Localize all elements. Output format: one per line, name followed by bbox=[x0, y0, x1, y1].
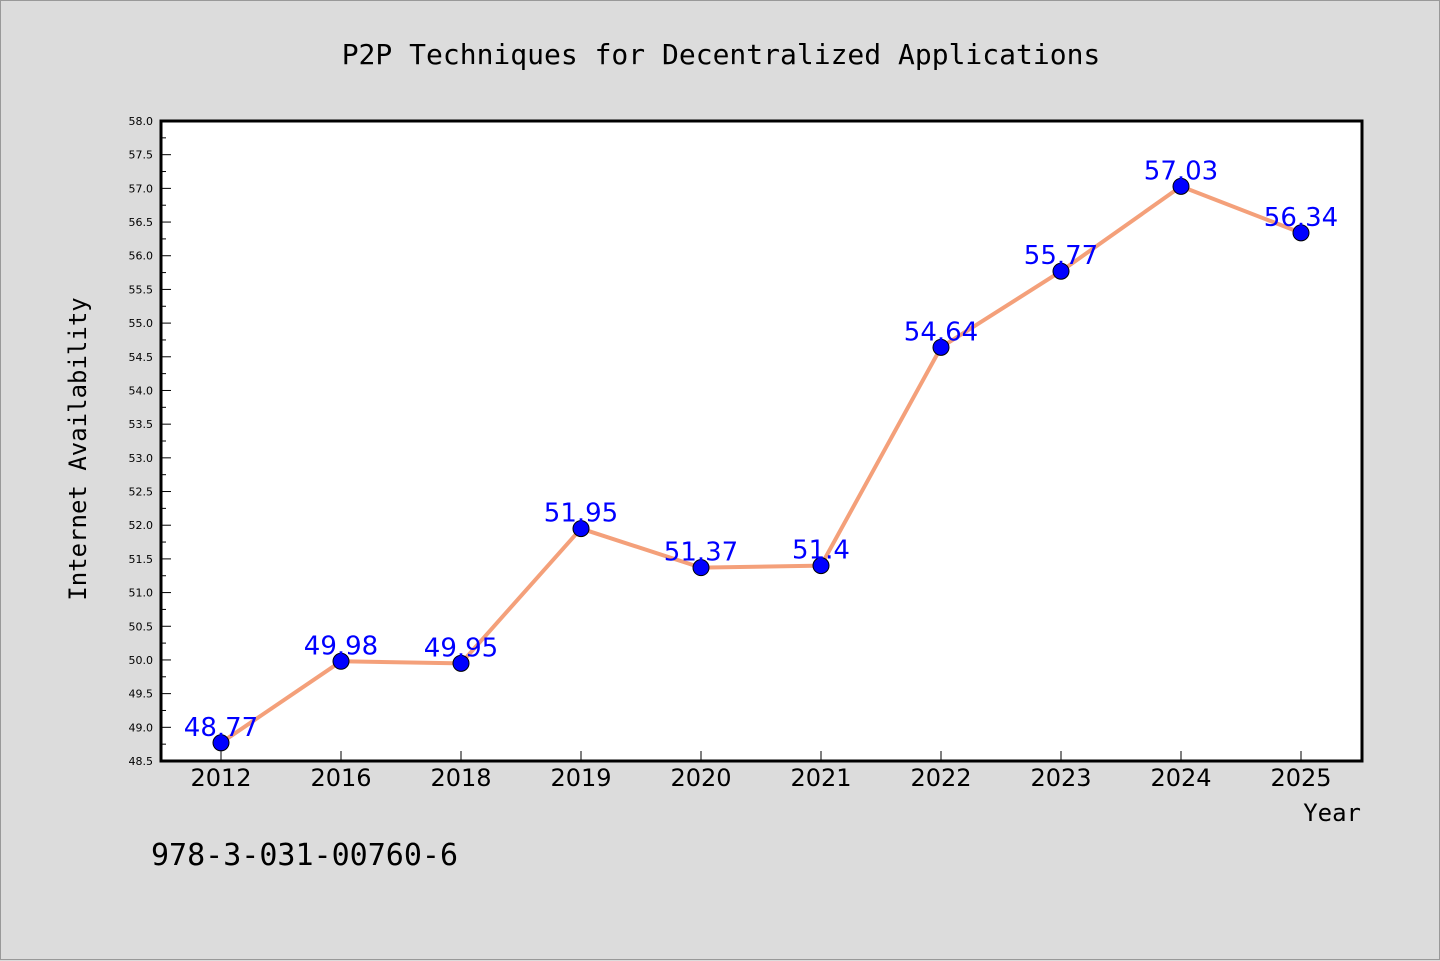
data-point-marker bbox=[1172, 177, 1190, 195]
plot-area bbox=[159, 119, 1364, 763]
data-point-marker bbox=[1052, 262, 1070, 280]
y-axis: 48.5 49.0 49.5 50.0 50.5 51.0 51.5 52.0 52.5 53.0… bbox=[129, 115, 171, 768]
y-tick-label: 49.0 bbox=[129, 721, 154, 734]
data-point-marker bbox=[1292, 224, 1310, 242]
x-axis: 2012 2016 2018 2019 2020 2021 2022 2023 2024 2025 bbox=[190, 751, 1332, 792]
chart-title: P2P Techniques for Decentralized Applica… bbox=[342, 38, 1101, 71]
data-value-label: 55.77 bbox=[1024, 241, 1098, 271]
y-tick-label: 51.0 bbox=[129, 587, 154, 600]
x-tick-label: 2012 bbox=[190, 764, 251, 792]
x-tick-label: 2022 bbox=[910, 764, 971, 792]
y-tick-label: 52.0 bbox=[129, 519, 154, 532]
data-point-marker bbox=[452, 654, 470, 672]
series-markers bbox=[212, 177, 1310, 752]
data-value-label: 56.34 bbox=[1264, 203, 1338, 233]
data-point-marker bbox=[692, 559, 710, 577]
y-tick-label: 55.0 bbox=[129, 317, 154, 330]
x-tick-label: 2024 bbox=[1150, 764, 1211, 792]
y-tick-label: 57.0 bbox=[129, 182, 154, 195]
footer-isbn: 978-3-031-00760-6 bbox=[151, 838, 458, 873]
data-labels: 48.77 49.98 49.95 51.95 51.37 51.4 54.64 55.77 5… bbox=[184, 156, 1338, 742]
y-tick-label: 50.0 bbox=[129, 654, 154, 667]
y-tick-label: 52.5 bbox=[129, 486, 154, 499]
x-tick-label: 2016 bbox=[310, 764, 371, 792]
x-tick-label: 2019 bbox=[550, 764, 611, 792]
y-tick-label: 54.0 bbox=[129, 384, 154, 397]
y-tick-label: 53.5 bbox=[129, 418, 154, 431]
x-tick-label: 2023 bbox=[1030, 764, 1091, 792]
data-value-label: 54.64 bbox=[904, 317, 978, 347]
y-tick-label: 56.0 bbox=[129, 250, 154, 263]
data-point-marker bbox=[332, 652, 350, 670]
x-axis-label: Year bbox=[1303, 799, 1361, 827]
y-tick-label: 49.5 bbox=[129, 688, 154, 701]
y-tick-label: 58.0 bbox=[129, 115, 154, 128]
data-point-marker bbox=[932, 338, 950, 356]
data-value-label: 51.95 bbox=[544, 499, 618, 529]
data-value-label: 49.95 bbox=[424, 633, 498, 663]
data-value-label: 57.03 bbox=[1144, 156, 1218, 186]
data-value-label: 51.4 bbox=[792, 536, 850, 566]
y-tick-label: 57.5 bbox=[129, 149, 154, 162]
x-tick-label: 2020 bbox=[670, 764, 731, 792]
y-tick-label: 48.5 bbox=[129, 755, 154, 768]
data-point-marker bbox=[812, 557, 830, 575]
data-value-label: 49.98 bbox=[304, 631, 378, 661]
series-line bbox=[219, 184, 1303, 745]
data-value-label: 51.37 bbox=[664, 538, 738, 568]
data-point-marker bbox=[212, 734, 230, 752]
x-tick-label: 2018 bbox=[430, 764, 491, 792]
y-tick-label: 50.5 bbox=[129, 620, 154, 633]
y-tick-label: 53.0 bbox=[129, 452, 154, 465]
y-tick-label: 55.5 bbox=[129, 283, 154, 296]
y-tick-label: 54.5 bbox=[129, 351, 154, 364]
y-axis-label: Internet Availability bbox=[64, 297, 92, 600]
data-value-label: 48.77 bbox=[184, 713, 258, 743]
data-point-marker bbox=[572, 520, 590, 538]
y-tick-label: 51.5 bbox=[129, 553, 154, 566]
y-tick-label: 56.5 bbox=[129, 216, 154, 229]
x-tick-label: 2021 bbox=[790, 764, 851, 792]
x-tick-label: 2025 bbox=[1270, 764, 1331, 792]
